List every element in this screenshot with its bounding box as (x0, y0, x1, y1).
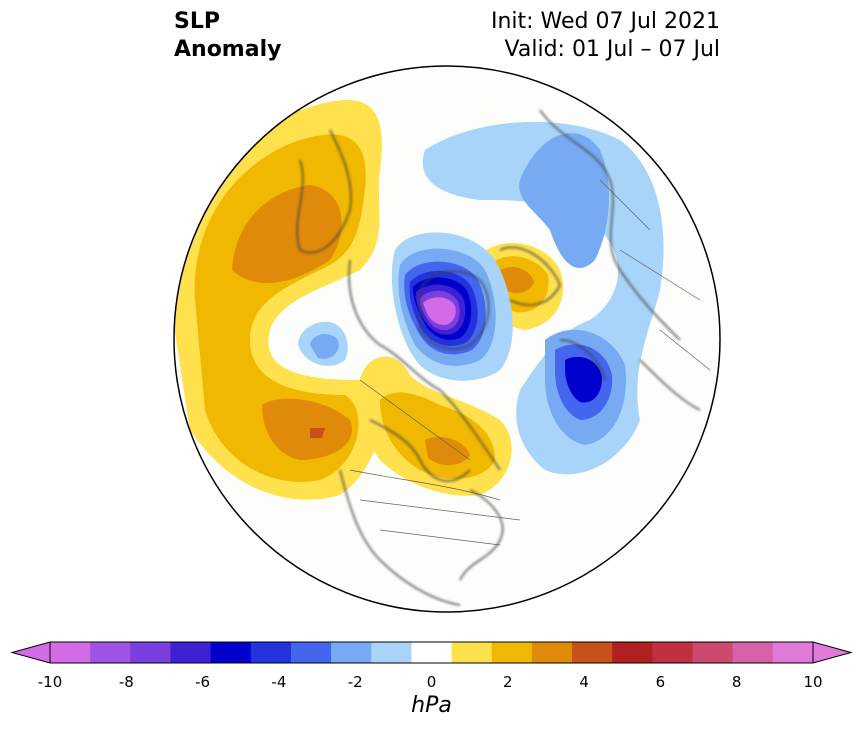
pacific-high-anomaly (174, 100, 382, 500)
colorbar-segment (652, 642, 694, 663)
colorbar-tick-label: 8 (731, 673, 742, 691)
colorbar-segment (491, 642, 533, 663)
init-valid-info: Init: Wed 07 Jul 2021 Valid: 01 Jul – 07… (491, 8, 720, 64)
colorbar (10, 641, 853, 664)
colorbar-tick-label: 2 (503, 673, 513, 691)
colorbar-segment (290, 642, 332, 663)
colorbar-segment (732, 642, 774, 663)
colorbar-segment (451, 642, 493, 663)
colorbar-segment (411, 642, 453, 663)
colorbar-segment (612, 642, 653, 663)
colorbar-segment (130, 642, 171, 663)
colorbar-tick-label: -2 (347, 673, 363, 691)
colorbar-segment (371, 642, 412, 663)
colorbar-segment (50, 642, 91, 663)
polar-map (173, 65, 721, 613)
colorbar-tick-label: 10 (803, 673, 823, 691)
colorbar-segment (331, 642, 372, 663)
colorbar-segment (572, 642, 613, 663)
political-borders (349, 179, 711, 546)
colorbar-extend-high (812, 641, 853, 664)
colorbar-tick-label: -6 (195, 673, 211, 691)
colorbar-tick-label: -10 (37, 673, 63, 691)
colorbar-tick-label: -8 (118, 673, 134, 691)
coastlines (296, 109, 701, 606)
colorbar-tick-label: 4 (579, 673, 589, 691)
init-date: Init: Wed 07 Jul 2021 (490, 9, 720, 34)
colorbar-segment (90, 642, 131, 663)
anomaly-fields (174, 100, 711, 606)
colorbar-segment (170, 642, 212, 663)
colorbar-tick-label: 0 (426, 673, 437, 691)
colorbar-tick-label: 6 (655, 673, 666, 691)
colorbar-segment (531, 642, 573, 663)
colorbar-segment (772, 642, 814, 663)
title-line-2: Anomaly (174, 37, 282, 62)
map-title: SLP Anomaly (174, 8, 281, 64)
colorbar-segment (692, 642, 734, 663)
map-boundary (173, 65, 721, 613)
title-line-1: SLP (174, 9, 220, 34)
arctic-low-anomaly (391, 232, 513, 381)
colorbar-tick-label: -4 (271, 673, 287, 691)
colorbar-label: hPa (411, 693, 452, 718)
colorbar-segment (250, 642, 292, 663)
colorbar-extend-low (10, 641, 51, 664)
colorbar-segment (210, 642, 252, 663)
valid-range: Valid: 01 Jul – 07 Jul (504, 37, 720, 62)
colorbar-frame (49, 641, 814, 664)
